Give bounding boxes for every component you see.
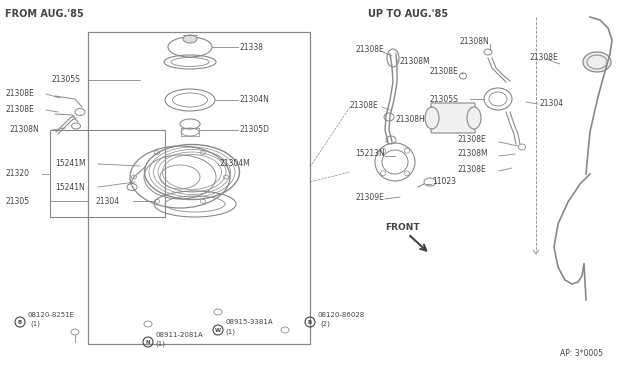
Text: 21308E: 21308E [530,52,559,61]
Text: 21309E: 21309E [355,192,384,202]
Text: 21304: 21304 [95,196,119,205]
Text: (2): (2) [320,321,330,327]
Text: 21308E: 21308E [355,45,384,55]
Text: 21308E: 21308E [5,90,34,99]
Text: (1): (1) [225,329,235,335]
Text: FROM AUG.'85: FROM AUG.'85 [5,9,84,19]
Text: 21308H: 21308H [395,115,425,125]
Text: 21304M: 21304M [220,160,251,169]
Ellipse shape [425,107,439,129]
Text: W: W [215,327,221,333]
Text: AP: 3*0005: AP: 3*0005 [560,350,603,359]
Text: 21308M: 21308M [457,150,488,158]
Text: 15213N: 15213N [355,150,385,158]
FancyBboxPatch shape [431,103,475,133]
Text: UP TO AUG.'85: UP TO AUG.'85 [368,9,448,19]
Text: 21304: 21304 [540,99,564,109]
Text: 15241N: 15241N [55,183,84,192]
Text: 21338: 21338 [239,42,263,51]
Text: 08120-86028: 08120-86028 [317,312,364,318]
Text: (1): (1) [155,341,165,347]
Text: 08911-2081A: 08911-2081A [155,332,203,338]
Text: 08915-3381A: 08915-3381A [225,319,273,325]
Text: (1): (1) [30,321,40,327]
Text: 21305D: 21305D [239,125,269,135]
Text: 21308M: 21308M [400,58,431,67]
Text: 21304N: 21304N [239,96,269,105]
Text: B: B [18,320,22,324]
Text: 15241M: 15241M [55,160,86,169]
Text: 08120-8251E: 08120-8251E [27,312,74,318]
Text: FRONT: FRONT [385,222,420,231]
Text: B: B [308,320,312,324]
Text: 21308E: 21308E [457,164,486,173]
Text: 21308E: 21308E [350,100,379,109]
Text: 11023: 11023 [432,177,456,186]
Text: 21305: 21305 [5,196,29,205]
Text: 21308E: 21308E [430,67,459,77]
Text: 21305S: 21305S [52,76,81,84]
Ellipse shape [183,35,197,43]
Text: 21308E: 21308E [457,135,486,144]
Text: 21308E: 21308E [5,106,34,115]
Text: N: N [146,340,150,344]
Ellipse shape [583,52,611,72]
Text: 21320: 21320 [5,170,29,179]
Text: 21308N: 21308N [460,38,490,46]
Ellipse shape [467,107,481,129]
Text: 21305S: 21305S [430,94,459,103]
Text: 21308N: 21308N [10,125,40,135]
